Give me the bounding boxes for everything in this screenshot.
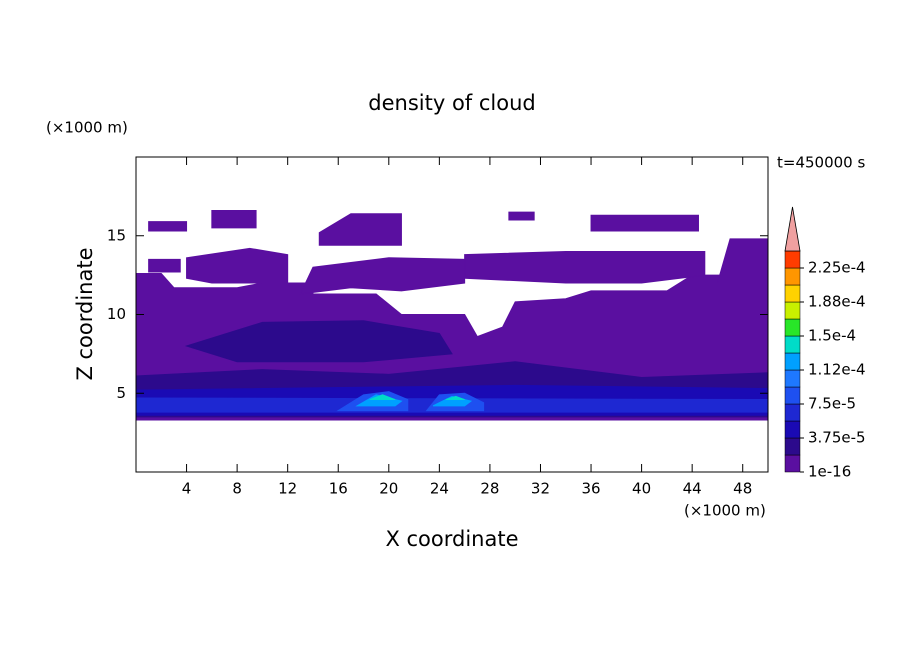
colorbar-band [784, 420, 801, 439]
colorbar-tick-label: 7.5e-5 [808, 395, 856, 413]
contour-region [445, 395, 465, 401]
x-tick-label: 44 [683, 480, 702, 498]
colorbar-tick-label: 1.5e-4 [808, 327, 856, 345]
colorbar-tick-label: 1.12e-4 [808, 361, 866, 379]
colorbar-band [784, 267, 801, 286]
y-tick-label: 10 [107, 305, 126, 323]
contour-region [148, 258, 181, 273]
colorbar-band [784, 454, 801, 473]
colorbar-band [784, 318, 801, 337]
y-label: Z coordinate [73, 247, 97, 380]
x-unit: (×1000 m) [684, 502, 766, 520]
y-unit: (×1000 m) [46, 119, 128, 137]
colorbar-band [784, 403, 801, 422]
x-tick-label: 40 [632, 480, 651, 498]
x-tick-label: 32 [531, 480, 550, 498]
colorbar-tick-label: 2.25e-4 [808, 259, 866, 277]
colorbar-band [784, 352, 801, 371]
contour-region [590, 214, 699, 232]
annotation: t=450000 s [777, 154, 865, 172]
colorbar-band [784, 437, 801, 456]
contour-region [464, 251, 706, 284]
x-tick-label: 20 [379, 480, 398, 498]
colorbar-tick-label: 3.75e-5 [808, 429, 866, 447]
x-tick-label: 24 [430, 480, 449, 498]
contour-region [184, 320, 453, 363]
x-tick-label: 4 [182, 480, 192, 498]
y-tick-label: 15 [107, 226, 126, 244]
colorbar-band [784, 335, 801, 354]
colorbar-band [784, 284, 801, 303]
x-tick-label: 36 [581, 480, 600, 498]
x-tick-label: 12 [278, 480, 297, 498]
contour-region [211, 210, 257, 229]
chart-title: density of cloud [368, 91, 535, 115]
contour-region [355, 394, 403, 407]
colorbar-band [784, 250, 801, 269]
contour-region [186, 247, 289, 284]
colorbar-band [784, 386, 801, 405]
x-label: X coordinate [385, 527, 518, 551]
contour-region [508, 211, 535, 221]
colorbar-band [784, 301, 801, 320]
x-tick-label: 8 [232, 480, 242, 498]
colorbar-tick-label: 1e-16 [808, 463, 851, 481]
colorbar-over [784, 206, 801, 252]
y-tick-label: 5 [116, 384, 126, 402]
contour-region [299, 257, 466, 295]
colorbar-band [784, 369, 801, 388]
contour-region [318, 213, 402, 246]
contour-region [716, 238, 769, 284]
x-tick-label: 48 [733, 480, 752, 498]
contour-region [369, 394, 396, 401]
x-tick-label: 16 [329, 480, 348, 498]
colorbar-tick-label: 1.88e-4 [808, 293, 866, 311]
contour-region [148, 221, 188, 232]
x-tick-label: 28 [480, 480, 499, 498]
